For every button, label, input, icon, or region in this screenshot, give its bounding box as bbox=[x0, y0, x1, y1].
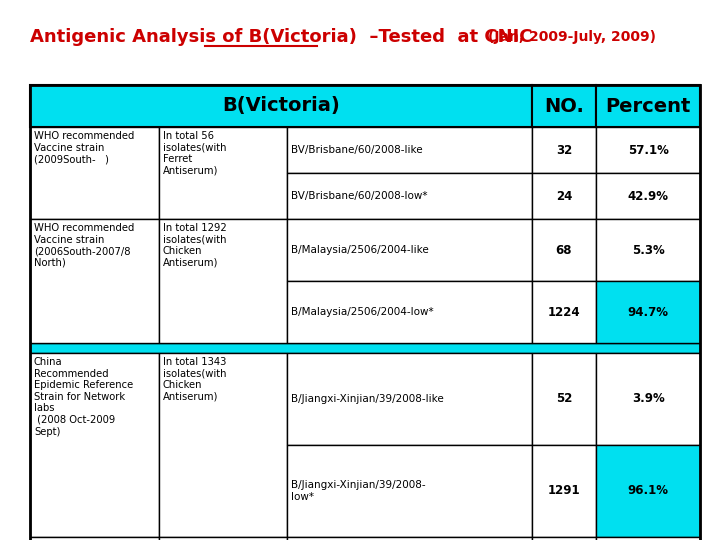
Bar bbox=[532, 173, 596, 219]
Text: In total 1343
isolates(with
Chicken
Antiserum): In total 1343 isolates(with Chicken Anti… bbox=[163, 357, 226, 402]
Bar bbox=[287, 281, 532, 343]
Text: B/Malaysia/2506/2004-low*: B/Malaysia/2506/2004-low* bbox=[292, 307, 434, 317]
Text: NO.: NO. bbox=[544, 97, 584, 116]
Bar bbox=[532, 353, 596, 445]
Bar bbox=[30, 353, 158, 537]
Text: Antigenic Analysis of B(Victoria)  –Tested  at CNIC: Antigenic Analysis of B(Victoria) –Teste… bbox=[30, 28, 545, 46]
Text: 1224: 1224 bbox=[548, 306, 580, 319]
Text: 24: 24 bbox=[556, 190, 572, 202]
Text: Percent: Percent bbox=[606, 97, 690, 116]
Bar bbox=[532, 281, 596, 343]
Bar bbox=[158, 127, 287, 219]
Text: 68: 68 bbox=[556, 244, 572, 256]
Bar bbox=[532, 85, 596, 127]
Text: 52: 52 bbox=[556, 393, 572, 406]
Bar bbox=[287, 173, 532, 219]
Text: 96.1%: 96.1% bbox=[628, 484, 669, 497]
Bar bbox=[287, 219, 532, 281]
Bar bbox=[596, 445, 700, 537]
Bar bbox=[532, 445, 596, 537]
Bar bbox=[287, 127, 532, 173]
Text: 94.7%: 94.7% bbox=[628, 306, 669, 319]
Text: 42.9%: 42.9% bbox=[628, 190, 669, 202]
Text: BV/Brisbane/60/2008-like: BV/Brisbane/60/2008-like bbox=[292, 145, 423, 155]
Bar bbox=[158, 353, 287, 537]
Bar bbox=[287, 353, 532, 445]
Bar bbox=[532, 219, 596, 281]
Bar bbox=[596, 537, 700, 540]
Bar bbox=[532, 537, 596, 540]
Bar bbox=[30, 127, 158, 219]
Text: BV/Brisbane/60/2008-low*: BV/Brisbane/60/2008-low* bbox=[292, 191, 428, 201]
Text: B/Jiangxi-Xinjian/39/2008-
low*: B/Jiangxi-Xinjian/39/2008- low* bbox=[292, 480, 426, 502]
Text: B/Jiangxi-Xinjian/39/2008-like: B/Jiangxi-Xinjian/39/2008-like bbox=[292, 394, 444, 404]
Text: 1291: 1291 bbox=[548, 484, 580, 497]
Text: WHO recommended
Vaccine strain
(2009South-   ): WHO recommended Vaccine strain (2009Sout… bbox=[34, 131, 135, 164]
Bar bbox=[287, 445, 532, 537]
Bar bbox=[596, 219, 700, 281]
Bar bbox=[596, 353, 700, 445]
Text: B(Victoria): B(Victoria) bbox=[222, 97, 340, 116]
Bar bbox=[596, 281, 700, 343]
Bar bbox=[596, 127, 700, 173]
Text: WHO recommended
Vaccine strain
(2006South-2007/8
North): WHO recommended Vaccine strain (2006Sout… bbox=[34, 223, 135, 268]
Text: 32: 32 bbox=[556, 144, 572, 157]
Text: (Jan, 2009-July, 2009): (Jan, 2009-July, 2009) bbox=[488, 30, 656, 44]
Bar bbox=[287, 537, 532, 540]
Bar bbox=[158, 537, 287, 540]
Text: In total 1292
isolates(with
Chicken
Antiserum): In total 1292 isolates(with Chicken Anti… bbox=[163, 223, 226, 268]
Text: 3.9%: 3.9% bbox=[631, 393, 665, 406]
Bar bbox=[30, 343, 700, 353]
Bar bbox=[30, 219, 158, 343]
Text: B/Malaysia/2506/2004-like: B/Malaysia/2506/2004-like bbox=[292, 245, 429, 255]
Bar bbox=[30, 85, 532, 127]
Bar bbox=[30, 537, 158, 540]
Text: China
Recommended
Epidemic Reference
Strain for Network
labs
 (2008 Oct-2009
Sep: China Recommended Epidemic Reference Str… bbox=[34, 357, 133, 437]
Text: In total 56
isolates(with
Ferret
Antiserum): In total 56 isolates(with Ferret Antiser… bbox=[163, 131, 226, 176]
Text: 5.3%: 5.3% bbox=[631, 244, 665, 256]
Bar bbox=[158, 219, 287, 343]
Bar bbox=[596, 173, 700, 219]
Bar bbox=[532, 127, 596, 173]
Text: 57.1%: 57.1% bbox=[628, 144, 668, 157]
Bar bbox=[596, 85, 700, 127]
